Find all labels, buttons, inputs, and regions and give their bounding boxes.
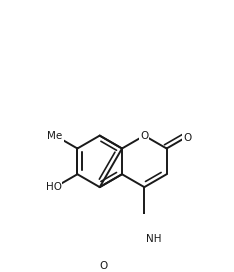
Text: Me: Me xyxy=(48,131,63,141)
Text: NH: NH xyxy=(146,234,161,244)
Text: O: O xyxy=(140,131,148,141)
Text: HO: HO xyxy=(46,182,62,192)
Text: O: O xyxy=(183,132,191,143)
Text: O: O xyxy=(99,261,107,271)
